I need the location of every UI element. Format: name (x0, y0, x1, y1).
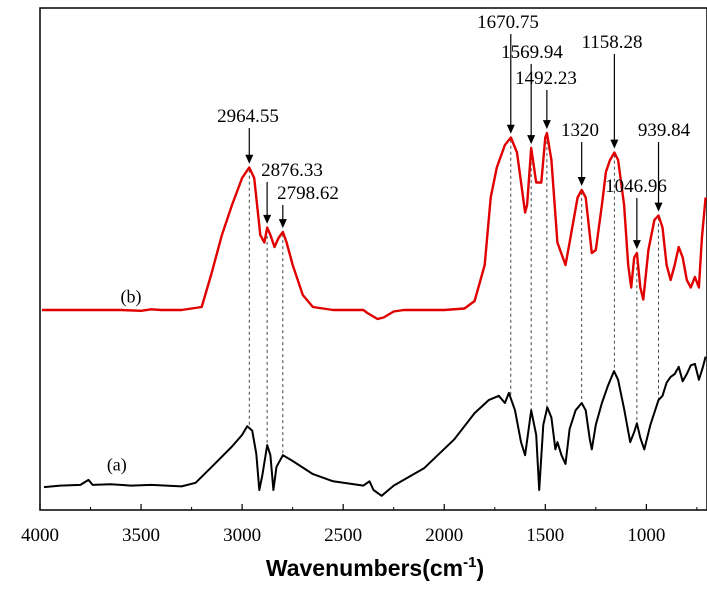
series-label-b: (b) (120, 286, 141, 307)
peak-label-1492-23: 1492.23 (515, 68, 577, 89)
series-label-a: (a) (107, 455, 127, 476)
x-tick-label-1000: 1000 (627, 525, 665, 546)
x-tick-label-3500: 3500 (122, 525, 160, 546)
peak-arrow-head (506, 124, 515, 134)
peak-label-1320: 1320 (561, 120, 599, 141)
peak-arrow-head (527, 135, 536, 145)
peak-label-2798-62: 2798.62 (277, 183, 339, 204)
x-axis-ticks: 4000 3500 3000 2500 2000 1500 1000 (21, 504, 698, 546)
peak-arrow-head (610, 139, 619, 149)
peak-label-1158-28: 1158.28 (581, 32, 642, 53)
peak-label-939-84: 939.84 (638, 120, 691, 141)
peak-arrow-head (245, 154, 254, 164)
x-axis-title: Wavenumbers(cm-1) (266, 554, 484, 581)
peak-label-1670-75: 1670.75 (477, 12, 539, 33)
plot-frame (39, 7, 707, 511)
peak-arrow-head (654, 202, 663, 212)
series-line-b (42, 131, 707, 321)
peak-label-1046-96: 1046.96 (605, 176, 667, 197)
x-tick-label-2000: 2000 (425, 525, 463, 546)
x-tick-label-1500: 1500 (526, 525, 564, 546)
x-tick-label-2500: 2500 (324, 525, 362, 546)
peak-label-2876-33: 2876.33 (261, 160, 323, 181)
peak-arrow-head (632, 240, 641, 250)
peak-label-2964-55: 2964.55 (217, 106, 279, 127)
x-tick-label-4000: 4000 (21, 525, 59, 546)
peak-arrow-head (542, 120, 551, 130)
dashed-guide-lines (248, 135, 659, 456)
peak-label-1569-94: 1569.94 (501, 42, 563, 63)
spectra (42, 131, 707, 497)
peak-arrow-head (263, 214, 272, 224)
peak-arrow-head (577, 177, 586, 186)
series-tags: (a) (b) (107, 286, 142, 475)
x-tick-label-3000: 3000 (223, 525, 261, 546)
peak-arrow-head (278, 219, 287, 229)
series-line-a (43, 356, 707, 497)
